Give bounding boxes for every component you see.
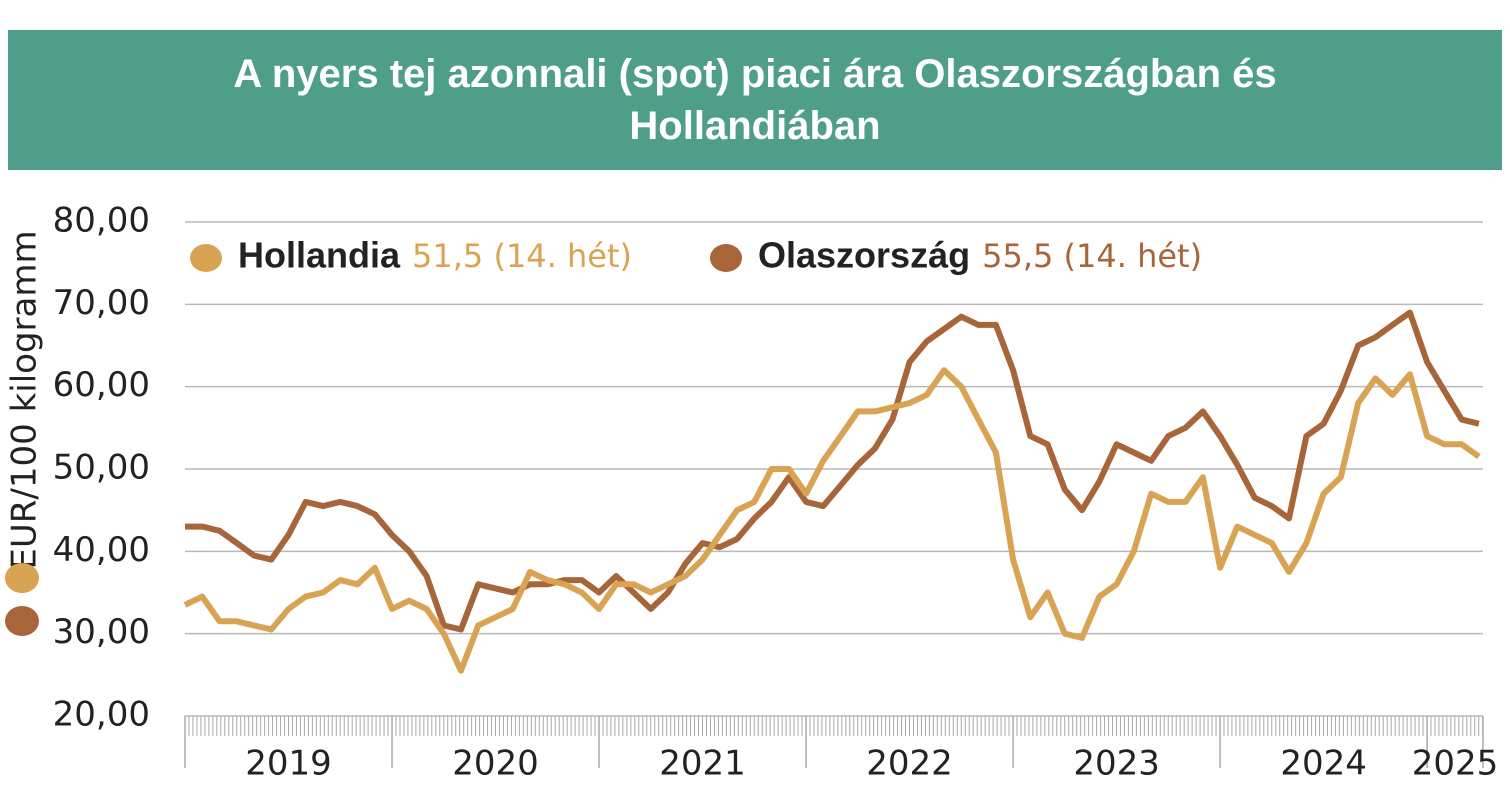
title-banner: A nyers tej azonnali (spot) piaci ára Ol… [8,30,1502,170]
x-tick-label: 2024 [1280,744,1367,784]
x-tick-label: 2025 [1412,744,1499,784]
x-tick-label: 2021 [659,744,746,784]
latest-value-label: 55,5 (14. hét) [982,237,1202,275]
y-tick-label: 70,00 [53,283,150,323]
x-tick-label: 2022 [866,744,953,784]
side-marker [5,563,39,593]
y-axis-label: EUR/100 kilogramm [5,230,45,569]
legend-label: Hollandia [238,235,401,276]
line-series [185,309,1480,633]
x-tick-label: 2019 [245,744,332,784]
line-series [183,367,1481,674]
legend-label: Olaszország [758,235,970,276]
latest-value-label: 51,5 (14. hét) [412,237,632,275]
x-tick-label: 2023 [1073,744,1160,784]
y-tick-label: 60,00 [53,365,150,405]
legend-marker [710,244,742,272]
y-tick-label: 40,00 [53,530,150,570]
side-marker [5,606,39,636]
y-tick-label: 50,00 [53,448,150,488]
legend-marker [190,244,222,272]
chart-title: A nyers tej azonnali (spot) piaci ára Ol… [233,52,1277,148]
y-tick-label: 20,00 [53,695,150,735]
y-tick-label: 30,00 [53,612,150,652]
y-tick-label: 80,00 [53,201,150,241]
x-tick-label: 2020 [452,744,539,784]
